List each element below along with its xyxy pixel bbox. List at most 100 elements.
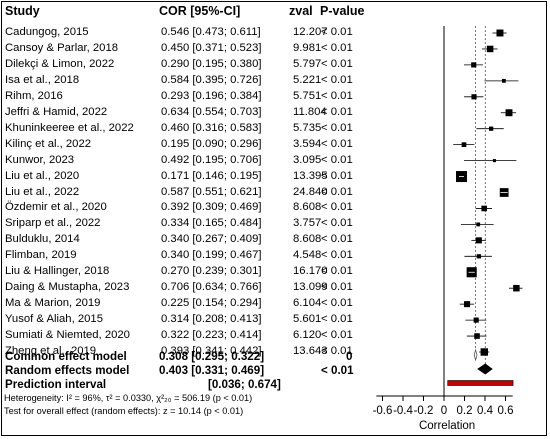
study-row: Khuninkeeree et al., 2022 0.460 [0.316; 0…	[0, 122, 380, 137]
study-weight-box	[476, 222, 481, 227]
study-zval: 6.104	[293, 297, 322, 310]
study-zval: 4.548	[293, 249, 322, 262]
study-name: Khuninkeeree et al., 2022	[5, 121, 134, 134]
study-weight-box	[464, 301, 471, 308]
study-name: Dilekçi & Limon, 2022	[5, 57, 115, 70]
study-name: Kilinç et al., 2022	[5, 137, 92, 150]
study-name: Jeffri & Hamid, 2022	[5, 105, 108, 118]
study-row: Jeffri & Hamid, 2022 0.634 [0.554; 0.703]…	[0, 106, 380, 121]
study-pvalue: < 0.01	[321, 265, 353, 278]
study-weight-box	[471, 94, 477, 100]
random-effects-pvalue: < 0.01	[321, 364, 354, 377]
study-pvalue: < 0.01	[321, 185, 353, 198]
study-pvalue: < 0.01	[321, 169, 353, 182]
study-cor: 0.340 [0.267; 0.409]	[161, 233, 262, 246]
study-row: Ma & Marion, 2019 0.225 [0.154; 0.294] 6.1…	[0, 297, 380, 312]
random-effects-label: Random effects model	[5, 364, 130, 377]
study-weight-box	[480, 348, 488, 356]
study-cor: 0.322 [0.223; 0.414]	[161, 329, 262, 342]
study-pvalue: < 0.01	[321, 89, 353, 102]
header-zval: zval	[289, 4, 313, 18]
study-zval: 13.395	[293, 169, 328, 182]
study-cor: 0.392 [0.309; 0.469]	[161, 201, 262, 214]
common-effect-cor: 0.308 [0.295; 0.322]	[159, 350, 265, 363]
study-zval: 16.170	[293, 265, 328, 278]
common-effect-label: Common effect model	[5, 350, 127, 363]
x-axis-label: Correlation	[419, 420, 475, 432]
study-name: Yusof & Aliah, 2015	[5, 313, 103, 326]
x-axis-tick-label: 0	[441, 405, 447, 417]
study-row: Cansoy & Parlar, 2018 0.450 [0.371; 0.523…	[0, 42, 380, 57]
study-cor: 0.293 [0.196; 0.384]	[161, 89, 262, 102]
study-cor: 0.225 [0.154; 0.294]	[161, 297, 262, 310]
study-weight-box	[471, 62, 477, 68]
study-pvalue: < 0.01	[321, 297, 353, 310]
study-zval: 3.594	[293, 137, 322, 150]
study-pvalue: < 0.01	[321, 137, 353, 150]
study-name: Liu et al., 2022	[5, 185, 80, 198]
study-row: Cadungog, 2015 0.546 [0.473; 0.611] 12.207…	[0, 26, 380, 41]
study-pvalue: < 0.01	[321, 313, 353, 326]
study-name: Kunwor, 2023	[5, 153, 75, 166]
study-row: Dilekçi & Limon, 2022 0.290 [0.195; 0.380…	[0, 58, 380, 73]
study-row: Rihm, 2016 0.293 [0.196; 0.384] 5.751 < 0.0…	[0, 90, 380, 105]
study-row: Isa et al., 2018 0.584 [0.395; 0.726] 5.22…	[0, 74, 380, 89]
prediction-interval-bar	[447, 380, 514, 386]
study-name: Sriparp et al., 2022	[5, 217, 101, 230]
study-zval: 11.804	[293, 105, 327, 118]
study-weight-box	[501, 78, 506, 83]
study-name: Ma & Marion, 2019	[5, 297, 101, 310]
study-cor: 0.195 [0.090; 0.296]	[161, 137, 262, 150]
study-row: Bulduklu, 2014 0.340 [0.267; 0.409] 8.608 <…	[0, 233, 380, 248]
study-row: Özdemir et al., 2020 0.392 [0.309; 0.469]…	[0, 201, 380, 216]
study-pvalue: < 0.01	[321, 249, 353, 262]
study-weight-box	[475, 237, 482, 244]
study-weight-box	[513, 284, 520, 292]
study-cor: 0.584 [0.395; 0.726]	[161, 73, 262, 86]
overall-effect-note: Test for overall effect (random effects)…	[4, 406, 244, 416]
header-study: Study	[5, 4, 40, 18]
study-pvalue: < 0.01	[321, 41, 353, 54]
study-zval: 5.735	[293, 121, 322, 134]
study-row: Sriparp et al., 2022 0.334 [0.165; 0.484]…	[0, 217, 380, 232]
study-row: Zheng et al., 2019 0.393 [0.341; 0.442] 13…	[0, 345, 380, 360]
study-name: Zheng et al., 2019	[5, 345, 97, 357]
study-row: Kunwor, 2023 0.492 [0.195; 0.706] 3.095 < 0…	[0, 154, 380, 169]
study-cor: 0.634 [0.554; 0.703]	[161, 105, 262, 118]
study-name: Isa et al., 2018	[5, 73, 80, 86]
study-pvalue: < 0.01	[321, 345, 353, 357]
study-row: Kilinç et al., 2022 0.195 [0.090; 0.296] 3…	[0, 138, 380, 153]
study-pvalue: < 0.01	[321, 153, 353, 166]
study-zval: 6.120	[293, 329, 322, 342]
study-cor: 0.340 [0.199; 0.467]	[161, 249, 262, 262]
study-zval: 13.643	[293, 345, 328, 357]
study-zval: 5.221	[293, 73, 322, 86]
study-zval: 5.601	[293, 313, 322, 326]
study-weight-box	[489, 126, 494, 131]
study-row: Daing & Mustapha, 2023 0.706 [0.634; 0.76…	[0, 281, 380, 296]
study-cor: 0.460 [0.316; 0.583]	[161, 121, 262, 134]
study-row: Liu et al., 2022 0.587 [0.551; 0.621] 24.8…	[0, 186, 380, 201]
study-pvalue: < 0.01	[321, 26, 353, 38]
study-name: Cansoy & Parlar, 2018	[5, 41, 119, 54]
study-cor: 0.171 [0.146; 0.195]	[161, 169, 262, 182]
study-name: Cadungog, 2015	[5, 26, 89, 38]
common-effect-zval: 0	[346, 350, 353, 363]
study-zval: 8.608	[293, 233, 322, 246]
common-effect-diamond	[473, 348, 478, 362]
study-name: Daing & Mustapha, 2023	[5, 281, 130, 294]
study-cor: 0.587 [0.551; 0.621]	[161, 185, 262, 198]
study-row: Yusof & Aliah, 2015 0.314 [0.208; 0.413] 5…	[0, 313, 380, 328]
study-name: Rihm, 2016	[5, 89, 63, 102]
study-zval: 5.797	[293, 57, 322, 70]
study-weight-box	[476, 254, 481, 259]
x-axis-tick-label: 0.4	[477, 405, 494, 417]
study-cor: 0.270 [0.239; 0.301]	[161, 265, 262, 278]
study-cor: 0.492 [0.195; 0.706]	[161, 153, 262, 166]
study-weight-box	[496, 29, 504, 37]
study-pvalue: < 0.01	[321, 329, 353, 342]
x-axis-tick-label: -0.6	[373, 405, 393, 417]
